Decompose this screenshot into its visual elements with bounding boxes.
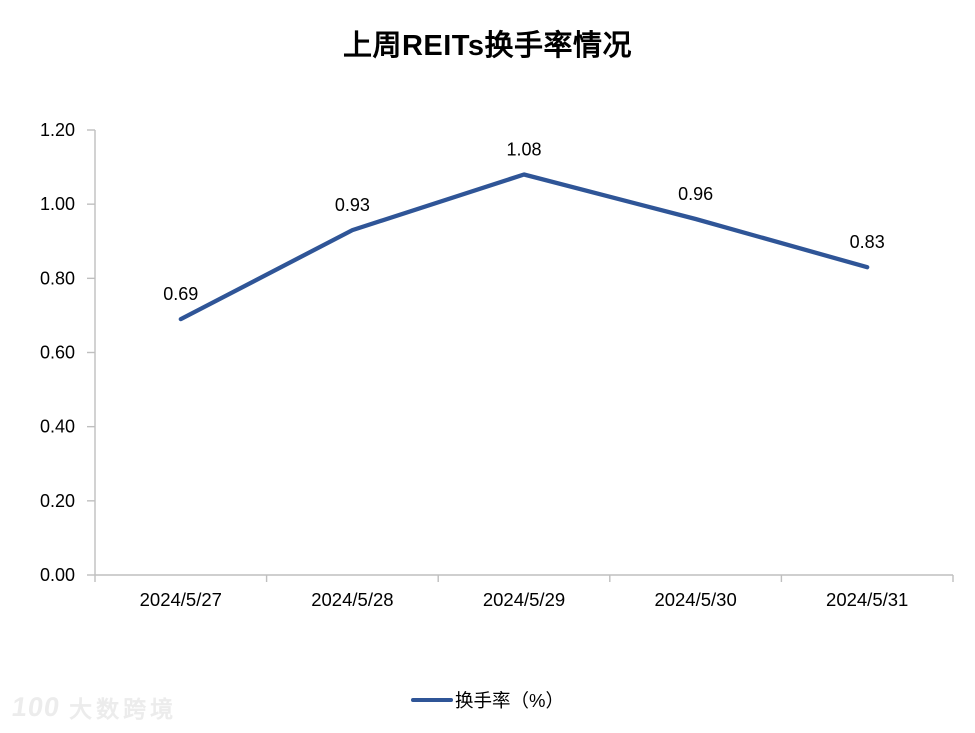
watermark-text: 大数跨境 (69, 696, 178, 722)
y-axis-tick-label: 0.80 (40, 268, 75, 288)
x-axis-category-label: 2024/5/29 (483, 589, 565, 610)
x-axis-category-label: 2024/5/28 (311, 589, 393, 610)
data-point-label: 1.08 (506, 140, 541, 160)
chart-title: 上周REITs换手率情况 (342, 30, 633, 62)
series-line-turnover-rate (178, 172, 870, 322)
data-point-label: 0.93 (335, 195, 370, 215)
data-point-label: 0.69 (163, 284, 198, 304)
x-axis-category-label: 2024/5/27 (140, 589, 222, 610)
watermark-logo: 100 (9, 691, 63, 722)
legend-line-swatch (411, 697, 454, 703)
y-axis-tick-label: 0.20 (40, 491, 75, 511)
legend-series-label: 换手率（%） (455, 690, 564, 711)
y-axis-tick-label: 0.40 (40, 417, 75, 437)
legend: 换手率（%） (0, 687, 975, 713)
data-point-label: 0.96 (678, 184, 713, 204)
x-axis-category-label: 2024/5/31 (826, 589, 908, 610)
x-axis-category-label: 2024/5/30 (654, 589, 736, 610)
watermark: 100 大数跨境 (9, 690, 178, 724)
y-axis-tick-label: 1.20 (40, 120, 75, 140)
y-axis-tick-label: 0.00 (40, 565, 75, 585)
y-axis-tick-label: 1.00 (40, 194, 75, 214)
y-axis-tick-label: 0.60 (40, 343, 75, 363)
data-point-label: 0.83 (850, 232, 885, 252)
